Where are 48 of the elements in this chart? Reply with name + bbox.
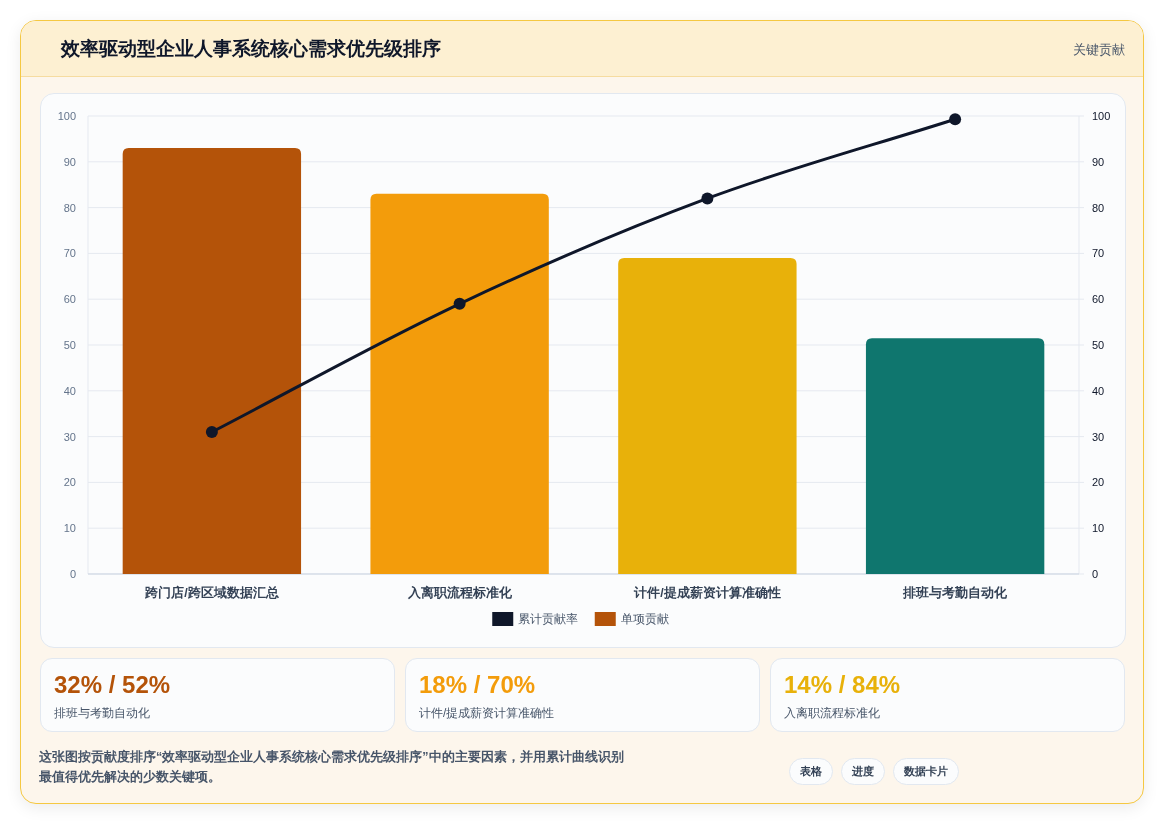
x-tick-label: 计件/提成薪资计算准确性	[633, 585, 781, 600]
text: 计件/提成薪资计算准确性	[419, 705, 555, 722]
bar	[618, 257, 797, 574]
text: 表格	[789, 758, 833, 785]
y2-tick-label: 30	[1092, 430, 1105, 443]
y-tick-label: 50	[63, 339, 76, 351]
bar	[122, 148, 302, 574]
y-tick-label: 10	[63, 522, 76, 535]
y-tick-label: 30	[63, 430, 76, 443]
x-tick-label: 入离职流程标准化	[406, 585, 513, 600]
y2-tick-label: 60	[1092, 293, 1105, 306]
y-tick-label: 20	[63, 476, 76, 489]
x-tick-label: 排班与考勤自动化	[902, 586, 1009, 600]
text: 这张图按贡献度排序“效率驱动型企业人事系统核心需求优先级排序”中的主要因素，并用累计曲线识别最值得优先解决的少数关键项。	[39, 748, 625, 786]
y-tick-label: 60	[63, 293, 76, 306]
y-tick-label: 100	[57, 110, 76, 122]
text: 18% / 70%	[419, 671, 536, 699]
text: 入离职流程标准化	[784, 705, 880, 722]
legend-label: 单项贡献	[620, 612, 669, 626]
legend-label: 累计贡献率	[518, 612, 579, 626]
point	[205, 426, 218, 439]
chart-subtitle: 关键贡献	[1073, 41, 1125, 59]
text: 数据卡片	[893, 758, 959, 785]
y-tick-label: 40	[63, 384, 76, 397]
y2-tick-label: 40	[1092, 384, 1105, 397]
point	[453, 297, 466, 310]
y-tick-label: 90	[63, 155, 76, 168]
chart-title: 效率驱动型企业人事系统核心需求优先级排序	[61, 37, 441, 61]
y2-tick-label: 100	[1092, 110, 1111, 122]
y2-tick-label: 20	[1092, 476, 1105, 489]
point	[701, 192, 714, 205]
y2-tick-label: 70	[1092, 247, 1105, 260]
y2-tick-label: 90	[1092, 155, 1105, 168]
y-tick-label: 80	[63, 201, 76, 214]
x-tick-label: 跨门店/跨区域数据汇总	[144, 585, 279, 600]
text: 进度	[841, 758, 885, 785]
text: 32% / 52%	[54, 671, 171, 699]
y2-tick-label: 80	[1092, 201, 1105, 214]
y2-tick-label: 10	[1092, 522, 1105, 535]
y2-tick-label: 0	[1092, 568, 1099, 580]
point	[949, 113, 962, 126]
y2-tick-label: 50	[1092, 339, 1105, 351]
y-tick-label: 0	[69, 568, 76, 580]
text: 14% / 84%	[784, 671, 901, 699]
bar	[370, 193, 549, 574]
y-tick-label: 70	[63, 247, 76, 260]
bar	[865, 338, 1045, 574]
text: 排班与考勤自动化	[54, 705, 150, 722]
